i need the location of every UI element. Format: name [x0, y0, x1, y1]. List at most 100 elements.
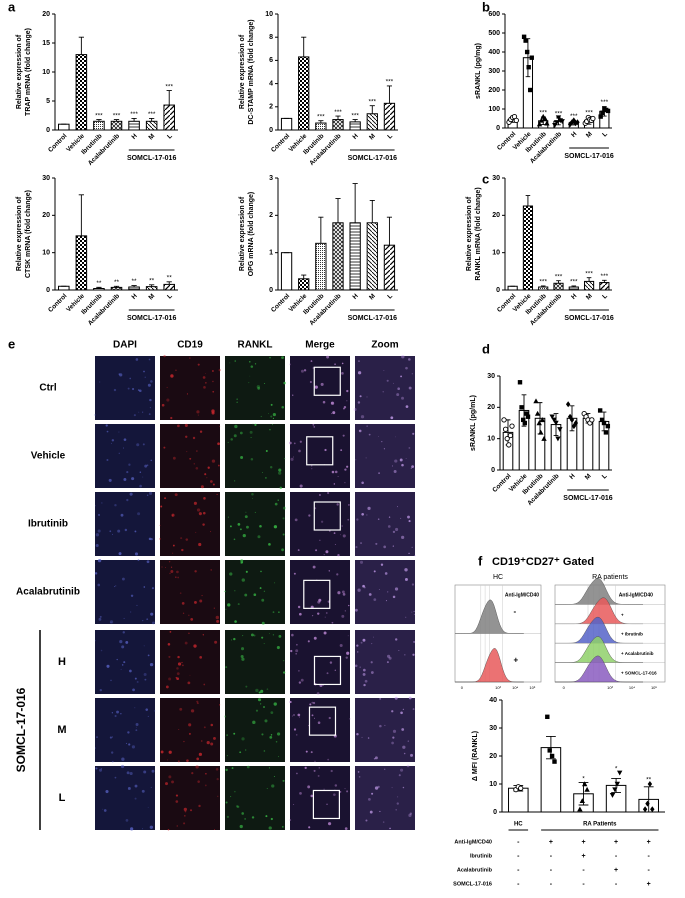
fluor-spot: [270, 817, 273, 821]
fluor-spot: [143, 370, 145, 373]
y-axis-label: RANKL mRNA (fold change): [475, 187, 482, 280]
fluor-spot: [356, 644, 359, 647]
x-tick-label: 10³: [495, 685, 501, 690]
data-point: [569, 416, 575, 423]
fluor-spot: [177, 655, 180, 659]
fluor-spot: [252, 423, 254, 425]
fluor-spot: [290, 649, 293, 653]
fluor-spot: [355, 459, 357, 461]
fluor-spot: [266, 788, 268, 789]
fluor-spot: [341, 372, 344, 375]
x-tick-label: H: [130, 292, 138, 300]
micrograph: [355, 764, 415, 830]
fluor-spot: [343, 407, 345, 410]
micrograph: [289, 766, 350, 830]
fluor-spot: [129, 611, 132, 613]
fluor-spot: [182, 612, 185, 614]
x-tick-label: Acalabrutinib: [87, 293, 121, 327]
fluor-spot: [357, 401, 361, 404]
fluor-spot: [282, 779, 285, 782]
fluor-spot: [362, 668, 366, 672]
fluor-spot: [127, 387, 130, 390]
fluor-spot: [233, 538, 236, 541]
fluor-spot: [366, 514, 368, 516]
micrograph: [94, 558, 155, 625]
fluor-spot: [269, 428, 271, 431]
significance-label: ***: [585, 109, 593, 116]
fluor-spot: [357, 588, 361, 592]
fluor-spot: [217, 464, 220, 467]
fluor-spot: [202, 634, 204, 636]
fluor-spot: [137, 512, 141, 516]
group-label: SOMCL-17-016: [14, 687, 28, 772]
micrograph: [353, 355, 415, 420]
bar: [583, 280, 595, 291]
fluor-spot: [275, 741, 278, 743]
fluor-spot: [203, 386, 206, 389]
micrograph: [354, 560, 415, 624]
fluor-spot: [216, 493, 218, 496]
y-tick-label: 0: [493, 809, 497, 816]
zoom-box: [303, 579, 331, 609]
fluor-spot: [400, 711, 403, 715]
y-axis-label: Relative expression of: [239, 34, 246, 109]
fluor-spot: [206, 477, 208, 479]
fluor-spot: [177, 662, 182, 666]
column-header: DAPI: [113, 340, 137, 351]
fluor-spot: [98, 617, 102, 621]
fluor-spot: [344, 482, 346, 484]
fluor-spot: [134, 784, 138, 788]
fluor-spot: [336, 503, 339, 506]
fluor-spot: [189, 457, 192, 460]
fluor-spot: [240, 456, 244, 459]
data-point: [647, 781, 653, 787]
fluor-spot: [143, 672, 147, 677]
y-axis-label: TRAP mRNA (fold change): [25, 28, 32, 116]
group-label: SOMCL-17-016: [127, 315, 177, 322]
fluor-spot: [187, 681, 191, 685]
fluor-spot: [132, 387, 135, 391]
bar: [522, 205, 534, 291]
fluor-spot: [346, 400, 348, 402]
fluor-spot: [410, 467, 412, 469]
data-point: [551, 417, 557, 423]
fluor-spot: [317, 600, 321, 604]
fluor-spot: [236, 805, 239, 808]
significance-label: ***: [334, 109, 342, 116]
fluor-spot: [276, 645, 280, 650]
track-label: +: [621, 612, 624, 617]
fluor-spot: [413, 640, 416, 643]
fluor-spot: [213, 607, 215, 609]
x-tick-label: Control: [47, 293, 68, 314]
fluor-spot: [136, 443, 140, 447]
error-bar: [149, 117, 155, 122]
fluor-spot: [185, 538, 189, 541]
fluor-spot: [410, 753, 414, 757]
fluor-spot: [296, 643, 298, 646]
data-point: [567, 413, 573, 420]
fluor-spot: [330, 769, 333, 773]
fluor-spot: [248, 382, 250, 384]
fluor-spot: [367, 506, 371, 510]
y-tick-label: 2: [269, 212, 273, 219]
fluor-spot: [114, 503, 117, 507]
error-bar: [131, 117, 137, 122]
fluor-spot: [181, 661, 183, 664]
data-point: [579, 798, 585, 803]
fluor-spot: [292, 456, 295, 458]
fluor-spot: [120, 668, 122, 670]
micrograph-bg: [225, 492, 285, 556]
fluor-spot: [279, 486, 283, 490]
fluor-spot: [165, 782, 169, 786]
fluor-spot: [366, 425, 368, 427]
fluor-spot: [129, 669, 132, 673]
fluor-spot: [374, 786, 379, 790]
fluor-spot: [150, 459, 153, 462]
fluor-spot: [293, 728, 297, 731]
fluor-spot: [170, 416, 173, 420]
data-point: [518, 785, 524, 791]
micrograph: [290, 560, 350, 624]
fluor-spot: [360, 641, 363, 644]
fluor-spot: [382, 821, 385, 823]
fluor-spot: [199, 656, 203, 659]
